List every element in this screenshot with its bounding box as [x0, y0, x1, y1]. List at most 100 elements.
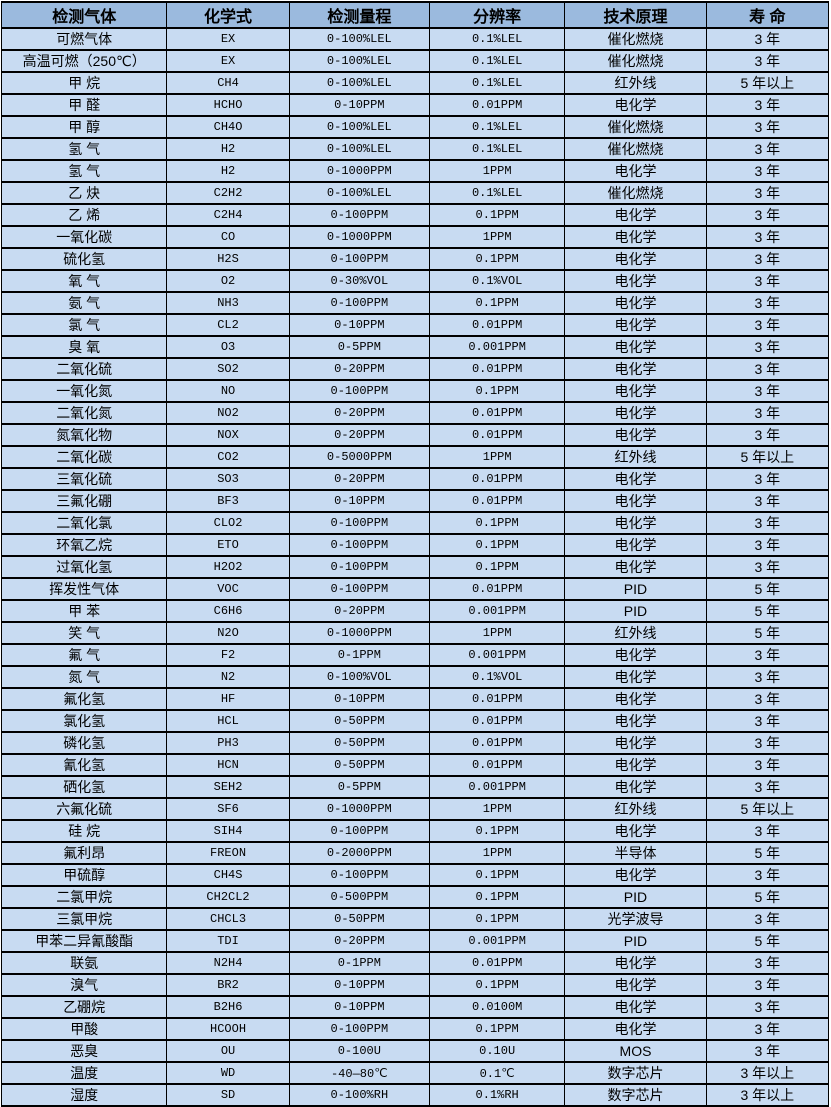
table-cell: O2: [166, 269, 290, 293]
table-cell: 3 年: [705, 423, 830, 447]
table-cell: HCN: [166, 753, 290, 777]
table-cell: PID: [564, 577, 707, 601]
table-row: 一氧化碳 CO 0-1000PPM 1PPM 电化学 3 年: [0, 225, 830, 249]
table-cell: 0-100%LEL: [288, 181, 431, 205]
table-row: 氮氧化物 NOX 0-20PPM 0.01PPM 电化学 3 年: [0, 423, 830, 447]
table-cell: 3 年: [705, 269, 830, 293]
table-cell: HCHO: [166, 93, 290, 117]
table-cell: 红外线: [564, 71, 707, 95]
table-cell: 0-50PPM: [288, 709, 431, 733]
table-cell: 电化学: [564, 709, 707, 733]
table-cell: 3 年: [705, 379, 830, 403]
table-cell: 电化学: [564, 93, 707, 117]
table-cell: 0.1%LEL: [428, 115, 566, 139]
table-cell: 硅 烷: [0, 819, 168, 843]
table-cell: MOS: [564, 1039, 707, 1063]
table-cell: 0-100%VOL: [288, 665, 431, 689]
table-cell: 0-20PPM: [288, 423, 431, 447]
table-cell: 电化学: [564, 775, 707, 799]
table-row: 硫化氢 H2S 0-100PPM 0.1PPM 电化学 3 年: [0, 247, 830, 271]
table-cell: 5 年: [705, 577, 830, 601]
table-cell: 0.001PPM: [428, 335, 566, 359]
table-cell: N2H4: [166, 951, 290, 975]
table-row: 甲硫醇 CH4S 0-100PPM 0.1PPM 电化学 3 年: [0, 863, 830, 887]
table-cell: O3: [166, 335, 290, 359]
table-cell: 催化燃烧: [564, 49, 707, 73]
table-cell: 湿度: [0, 1083, 168, 1107]
table-row: 氰化氢 HCN 0-50PPM 0.01PPM 电化学 3 年: [0, 753, 830, 777]
table-cell: 0.001PPM: [428, 643, 566, 667]
table-cell: 3 年: [705, 1039, 830, 1063]
table-row: 氮 气 N2 0-100%VOL 0.1%VOL 电化学 3 年: [0, 665, 830, 689]
table-cell: H2O2: [166, 555, 290, 579]
table-cell: 催化燃烧: [564, 27, 707, 51]
table-cell: 0.01PPM: [428, 731, 566, 755]
table-cell: 3 年: [705, 731, 830, 755]
table-cell: SO3: [166, 467, 290, 491]
table-cell: 0.01PPM: [428, 313, 566, 337]
table-cell: 0.1%LEL: [428, 137, 566, 161]
header-row: 检测气体 化学式 检测量程 分辨率 技术原理寿 命: [0, 1, 830, 29]
table-row: 笑 气 N2O 0-1000PPM 1PPM 红外线 5 年: [0, 621, 830, 645]
table-cell: C2H4: [166, 203, 290, 227]
table-cell: 0.1PPM: [428, 247, 566, 271]
table-cell: 0.01PPM: [428, 423, 566, 447]
table-cell: 氨 气: [0, 291, 168, 315]
table-cell: 0-10PPM: [288, 489, 431, 513]
table-cell: 硒化氢: [0, 775, 168, 799]
table-cell: 电化学: [564, 467, 707, 491]
table-cell: 3 年: [705, 709, 830, 733]
table-cell: 5 年以上: [705, 797, 830, 821]
table-cell: 二氧化氮: [0, 401, 168, 425]
table-cell: 六氟化硫: [0, 797, 168, 821]
table-row: 温度 WD -40—80℃ 0.1℃ 数字芯片 3 年以上: [0, 1061, 830, 1085]
table-cell: FREON: [166, 841, 290, 865]
table-cell: 甲 苯: [0, 599, 168, 623]
table-cell: 0.1PPM: [428, 819, 566, 843]
table-cell: 0-100PPM: [288, 511, 431, 535]
table-cell: 0-100PPM: [288, 379, 431, 403]
table-cell: C6H6: [166, 599, 290, 623]
table-cell: 0-100%LEL: [288, 137, 431, 161]
table-cell: OU: [166, 1039, 290, 1063]
table-cell: -40—80℃: [288, 1061, 431, 1085]
table-cell: 1PPM: [428, 445, 566, 469]
table-cell: 3 年: [705, 951, 830, 975]
table-cell: SO2: [166, 357, 290, 381]
table-cell: 0.001PPM: [428, 599, 566, 623]
table-cell: 3 年: [705, 907, 830, 931]
table-cell: 3 年: [705, 93, 830, 117]
table-cell: 0.001PPM: [428, 775, 566, 799]
table-cell: 0-20PPM: [288, 467, 431, 491]
table-cell: 电化学: [564, 995, 707, 1019]
table-cell: 0.0100M: [428, 995, 566, 1019]
table-cell: 电化学: [564, 973, 707, 997]
table-cell: CO2: [166, 445, 290, 469]
table-cell: 0-20PPM: [288, 929, 431, 953]
table-cell: 0-100PPM: [288, 1017, 431, 1041]
table-cell: 0.1PPM: [428, 379, 566, 403]
table-cell: 氰化氢: [0, 753, 168, 777]
table-cell: NOX: [166, 423, 290, 447]
table-cell: 氟化氢: [0, 687, 168, 711]
table-cell: 0.1PPM: [428, 1017, 566, 1041]
table-cell: 3 年: [705, 555, 830, 579]
table-cell: 0-20PPM: [288, 599, 431, 623]
table-cell: 0.01PPM: [428, 577, 566, 601]
table-cell: 红外线: [564, 621, 707, 645]
table-cell: 0-100%LEL: [288, 71, 431, 95]
table-cell: 电化学: [564, 687, 707, 711]
table-row: 甲 苯 C6H6 0-20PPM 0.001PPM PID 5 年: [0, 599, 830, 623]
table-cell: ETO: [166, 533, 290, 557]
table-cell: 5 年: [705, 599, 830, 623]
table-cell: 电化学: [564, 555, 707, 579]
table-cell: 0-100PPM: [288, 577, 431, 601]
table-cell: 数字芯片: [564, 1061, 707, 1085]
table-cell: 3 年: [705, 335, 830, 359]
table-row: 乙 烯 C2H4 0-100PPM 0.1PPM 电化学 3 年: [0, 203, 830, 227]
table-cell: 0-100PPM: [288, 863, 431, 887]
table-row: 一氧化氮 NO 0-100PPM 0.1PPM 电化学 3 年: [0, 379, 830, 403]
table-cell: 光学波导: [564, 907, 707, 931]
table-row: 溴气 BR2 0-10PPM 0.1PPM 电化学 3 年: [0, 973, 830, 997]
